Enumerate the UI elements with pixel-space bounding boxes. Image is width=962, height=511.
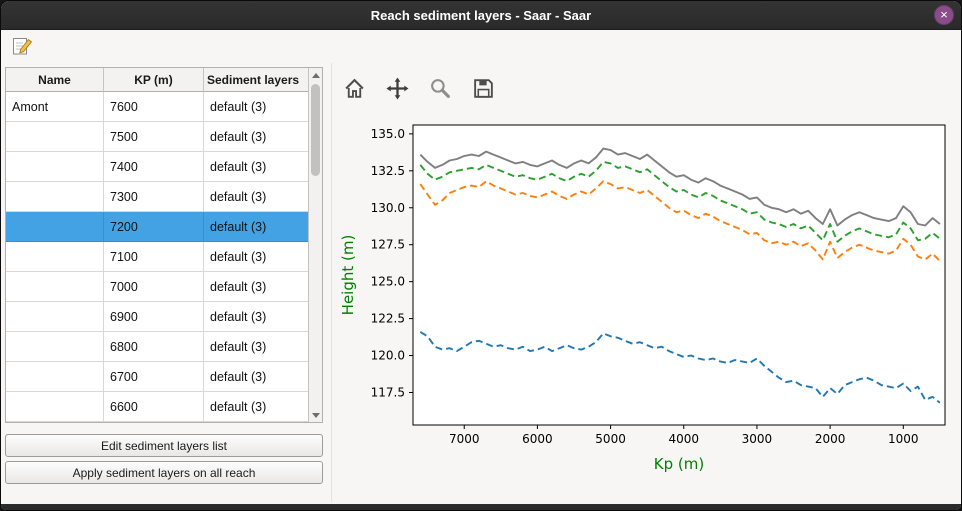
table-cell: 7500	[104, 122, 204, 152]
save-floppy-icon	[473, 78, 493, 98]
titlebar[interactable]: Reach sediment layers - Saar - Saar ×	[1, 1, 961, 30]
svg-text:3000: 3000	[742, 432, 773, 446]
table-cell	[6, 392, 104, 422]
table-row[interactable]: 6900 default (3)	[6, 302, 310, 332]
table-row[interactable]: 7200 default (3)	[6, 212, 310, 242]
svg-text:120.0: 120.0	[371, 349, 405, 363]
svg-text:2000: 2000	[815, 432, 846, 446]
svg-text:122.5: 122.5	[371, 312, 405, 326]
svg-text:Kp (m): Kp (m)	[654, 455, 704, 473]
window-bottom-border	[1, 504, 961, 510]
table-cell: 6700	[104, 362, 204, 392]
table-cell: 7000	[104, 272, 204, 302]
main-toolbar	[8, 32, 34, 62]
svg-text:4000: 4000	[668, 432, 699, 446]
table-cell	[6, 212, 104, 242]
column-header-sediment-layers[interactable]: Sediment layers	[204, 68, 310, 92]
table-row[interactable]: 6800 default (3)	[6, 332, 310, 362]
table-cell	[6, 122, 104, 152]
table-cell: 7400	[104, 152, 204, 182]
svg-text:5000: 5000	[595, 432, 626, 446]
scroll-down-icon[interactable]	[309, 408, 322, 422]
table-row[interactable]: 7300 default (3)	[6, 182, 310, 212]
table-body: Amont 7600 default (3) 7500 default (3) 7400 d…	[6, 92, 310, 422]
table-cell	[6, 272, 104, 302]
edit-pencil-icon	[13, 38, 33, 55]
table-cell: default (3)	[204, 242, 310, 272]
table-cell: default (3)	[204, 302, 310, 332]
table-row[interactable]: 7000 default (3)	[6, 272, 310, 302]
table-cell	[6, 182, 104, 212]
svg-text:130.0: 130.0	[371, 201, 405, 215]
svg-text:117.5: 117.5	[371, 385, 405, 399]
svg-text:1000: 1000	[888, 432, 919, 446]
table-cell: default (3)	[204, 272, 310, 302]
edit-layers-toolbar-button[interactable]	[8, 32, 34, 58]
table-cell: default (3)	[204, 182, 310, 212]
svg-text:Height (m): Height (m)	[339, 235, 357, 316]
table-scrollbar[interactable]	[308, 68, 322, 422]
table-row[interactable]: 7100 default (3)	[6, 242, 310, 272]
table-cell	[6, 362, 104, 392]
table-cell: default (3)	[204, 212, 310, 242]
table-cell: 7100	[104, 242, 204, 272]
table-cell: Amont	[6, 92, 104, 122]
table-header: Name KP (m) Sediment layers	[6, 68, 310, 92]
table-row[interactable]: 7400 default (3)	[6, 152, 310, 182]
plot-toolbar	[339, 73, 498, 103]
table-cell: default (3)	[204, 152, 310, 182]
table-cell: default (3)	[204, 362, 310, 392]
table-cell: 7600	[104, 92, 204, 122]
chart-area: 7000 6000 5000 4000 3000 2000 1000 117.5 120.0 12…	[337, 105, 957, 475]
svg-text:125.0: 125.0	[371, 275, 405, 289]
table-cell: 6600	[104, 392, 204, 422]
plot-pan-button[interactable]	[382, 73, 412, 103]
table-cell: default (3)	[204, 122, 310, 152]
table-row[interactable]: 6700 default (3)	[6, 362, 310, 392]
window-title: Reach sediment layers - Saar - Saar	[370, 7, 592, 23]
table-row[interactable]: 6600 default (3)	[6, 392, 310, 422]
svg-text:135.0: 135.0	[371, 127, 405, 141]
table-cell: 7300	[104, 182, 204, 212]
apply-sediment-layers-button[interactable]: Apply sediment layers on all reach	[5, 461, 323, 484]
panel-divider	[331, 63, 332, 502]
zoom-magnifier-icon	[430, 78, 450, 98]
table-row[interactable]: 7500 default (3)	[6, 122, 310, 152]
table-cell	[6, 332, 104, 362]
scroll-up-icon[interactable]	[309, 68, 322, 82]
scrollbar-thumb[interactable]	[311, 84, 320, 176]
table-cell: 6800	[104, 332, 204, 362]
reach-table: Name KP (m) Sediment layers Amont 7600 def…	[5, 67, 323, 423]
home-icon	[344, 78, 364, 98]
table-row[interactable]: Amont 7600 default (3)	[6, 92, 310, 122]
close-icon: ×	[940, 7, 948, 22]
pan-icon	[386, 77, 408, 99]
plot-save-button[interactable]	[468, 73, 498, 103]
edit-sediment-layers-button[interactable]: Edit sediment layers list	[5, 434, 323, 457]
table-cell	[6, 302, 104, 332]
table-cell: default (3)	[204, 392, 310, 422]
table-cell	[6, 152, 104, 182]
svg-text:7000: 7000	[449, 432, 480, 446]
plot-home-button[interactable]	[339, 73, 369, 103]
table-cell: default (3)	[204, 332, 310, 362]
table-cell: default (3)	[204, 92, 310, 122]
svg-text:6000: 6000	[522, 432, 553, 446]
table-cell	[6, 242, 104, 272]
plot-zoom-button[interactable]	[425, 73, 455, 103]
sediment-profile-chart[interactable]: 7000 6000 5000 4000 3000 2000 1000 117.5 120.0 12…	[337, 105, 957, 475]
svg-text:132.5: 132.5	[371, 164, 405, 178]
column-header-name[interactable]: Name	[6, 68, 104, 92]
table-cell: 7200	[104, 212, 204, 242]
column-header-kp[interactable]: KP (m)	[104, 68, 204, 92]
close-button[interactable]: ×	[934, 5, 954, 25]
svg-text:127.5: 127.5	[371, 238, 405, 252]
table-cell: 6900	[104, 302, 204, 332]
